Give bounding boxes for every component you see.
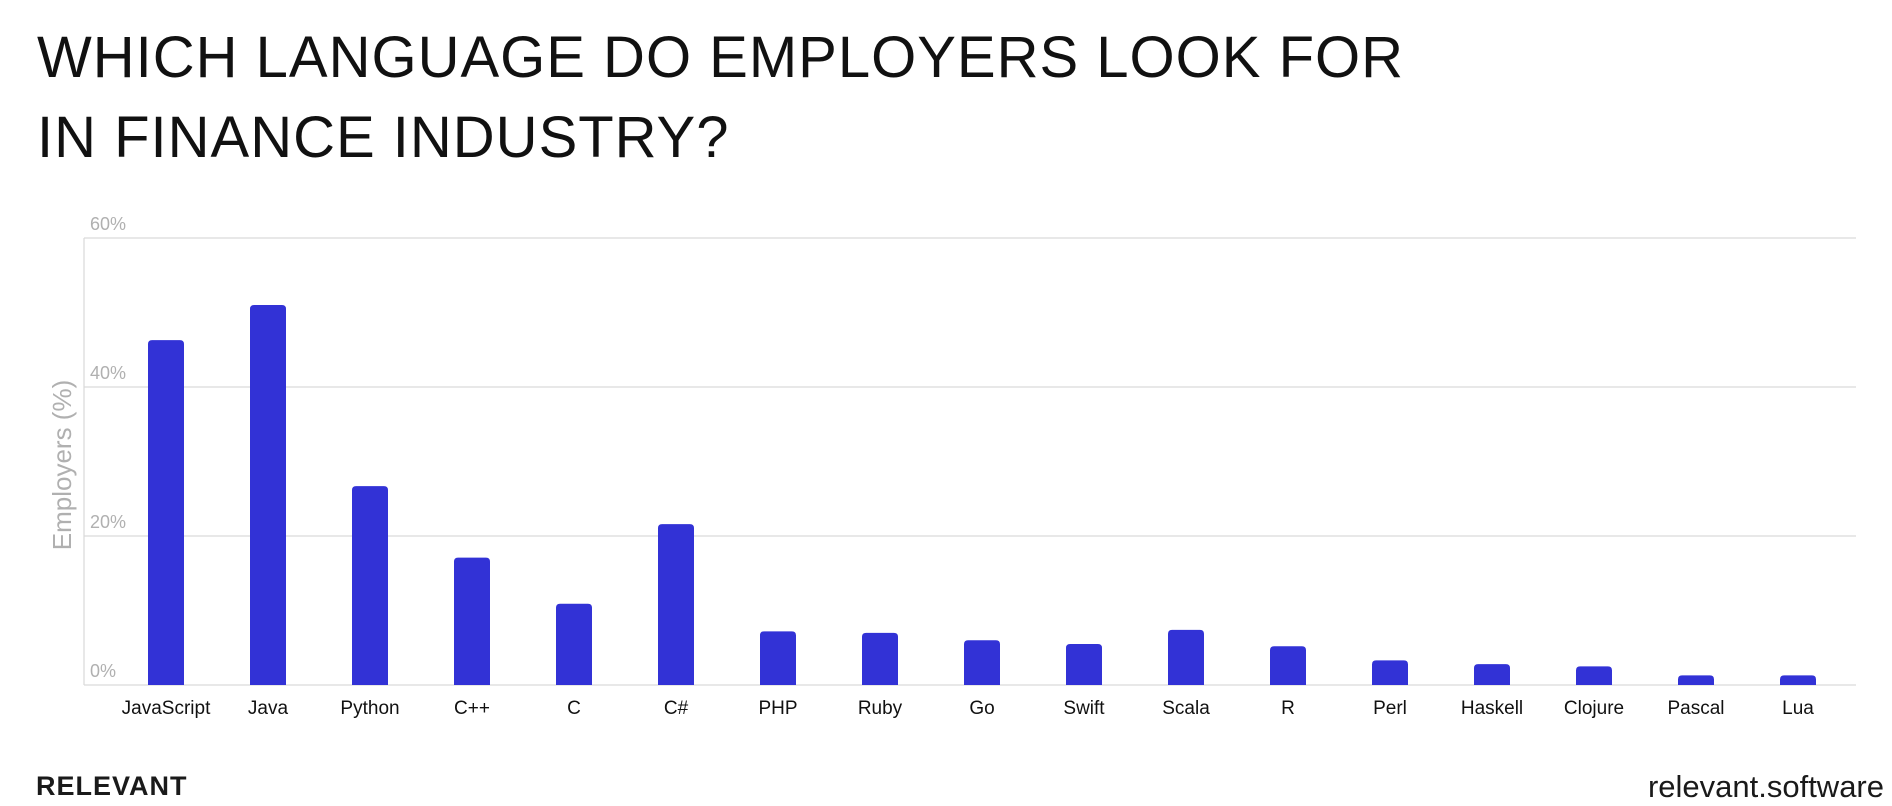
x-tick-label: Lua <box>1782 698 1814 719</box>
x-tick-label: Clojure <box>1564 698 1624 719</box>
bar-python <box>352 486 388 685</box>
x-tick-label: Scala <box>1162 698 1210 719</box>
bar-perl <box>1372 660 1408 685</box>
chart-title: WHICH LANGUAGE DO EMPLOYERS LOOK FOR IN … <box>37 18 1404 178</box>
bar-java <box>250 305 286 685</box>
bar-swift <box>1066 644 1102 685</box>
bar-go <box>964 640 1000 685</box>
y-axis-title: Employers (%) <box>47 380 77 550</box>
x-tick-label: Swift <box>1063 698 1105 719</box>
x-tick-label: Ruby <box>858 698 903 719</box>
bar-javascript <box>148 340 184 685</box>
bar-pascal <box>1678 675 1714 685</box>
bar-ruby <box>862 632 898 685</box>
chart-title-line-1: WHICH LANGUAGE DO EMPLOYERS LOOK FOR <box>37 25 1404 90</box>
bar-clojure <box>1576 666 1612 685</box>
y-tick-label: 20% <box>90 512 126 532</box>
bar-c- <box>658 524 694 685</box>
bar-r <box>1270 646 1306 685</box>
x-tick-label: JavaScript <box>122 698 211 719</box>
bar-lua <box>1780 675 1816 685</box>
y-tick-label: 40% <box>90 363 126 383</box>
bar-c- <box>454 557 490 685</box>
x-tick-label: Pascal <box>1667 698 1724 719</box>
x-tick-label: Python <box>340 698 399 719</box>
y-tick-label: 60% <box>90 214 126 234</box>
brand-logo-text: RELEVANT <box>36 771 188 801</box>
bar-haskell <box>1474 664 1510 685</box>
x-tick-label: PHP <box>758 698 797 719</box>
x-tick-label: Perl <box>1373 698 1407 719</box>
x-tick-label: Go <box>969 698 994 719</box>
x-tick-label: Java <box>248 698 289 719</box>
y-tick-label: 0% <box>90 661 116 681</box>
x-tick-label: C++ <box>454 698 490 719</box>
x-tick-label: R <box>1281 698 1295 719</box>
bar-php <box>760 631 796 685</box>
x-tick-label: C# <box>664 698 689 719</box>
x-tick-label: C <box>567 698 581 719</box>
x-tick-label: Haskell <box>1461 698 1523 719</box>
chart-title-line-2: IN FINANCE INDUSTRY? <box>37 105 730 170</box>
bar-scala <box>1168 629 1204 685</box>
site-url: relevant.software <box>1647 769 1884 804</box>
bar-c <box>556 603 592 685</box>
